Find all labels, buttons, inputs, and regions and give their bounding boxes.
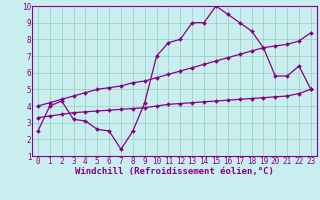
X-axis label: Windchill (Refroidissement éolien,°C): Windchill (Refroidissement éolien,°C) <box>75 167 274 176</box>
